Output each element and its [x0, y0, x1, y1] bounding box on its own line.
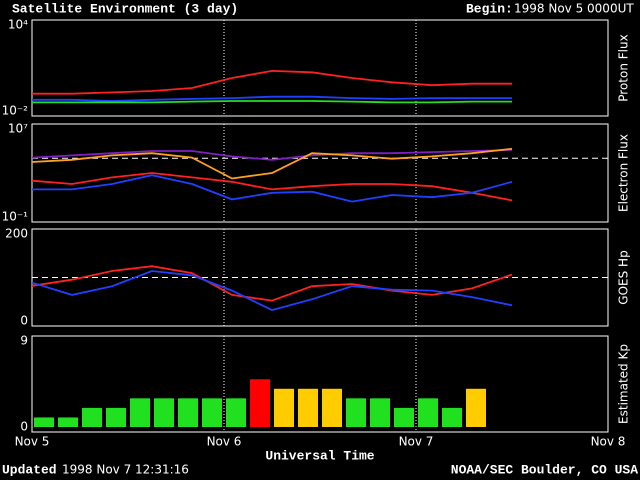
kp-bar [418, 398, 438, 427]
data-line [31, 172, 513, 202]
kp-bar [394, 407, 414, 427]
kp-bar [58, 417, 78, 427]
panel-frame [31, 19, 609, 117]
y-tick-label: 0 [20, 314, 28, 328]
kp-bar [250, 379, 270, 427]
x-tick-label: Nov 7 [399, 435, 434, 449]
updated-time: 1998 Nov 7 12:31:16 [62, 463, 189, 477]
kp-bar [226, 398, 246, 427]
kp-bar [82, 407, 102, 427]
data-line [31, 265, 513, 302]
begin-label: Begin: [466, 1, 513, 16]
begin-time: 1998 Nov 5 0000UT [514, 2, 634, 16]
footer: NOAA/SEC Boulder, CO USA [451, 462, 638, 477]
kp-bar [370, 398, 390, 427]
y-tick-label: 0 [20, 420, 28, 434]
y-axis-label: Proton Flux [617, 34, 631, 101]
data-line [32, 100, 512, 104]
kp-bar [298, 388, 318, 427]
data-line [31, 149, 513, 161]
y-axis-label: GOES Hp [617, 250, 631, 304]
data-line [32, 95, 512, 102]
kp-bar [202, 398, 222, 427]
y-tick-label: 10⁷ [8, 122, 28, 136]
kp-bar [34, 417, 54, 427]
kp-bar [322, 388, 342, 427]
y-axis-label: Electron Flux [617, 134, 631, 212]
y-tick-label: 10⁻¹ [2, 210, 29, 224]
chart-title: Satellite Environment (3 day) [12, 1, 238, 16]
kp-bar [442, 407, 462, 427]
data-line [31, 270, 513, 312]
y-tick-label: 9 [20, 334, 28, 348]
kp-bar [130, 398, 150, 427]
kp-bar [178, 398, 198, 427]
updated-label: Updated [2, 462, 57, 477]
y-tick-label: 10⁴ [8, 18, 28, 32]
y-tick-label: 10⁻² [2, 104, 29, 118]
data-line [32, 174, 513, 203]
data-line [31, 147, 513, 180]
y-axis-label: Estimated Kp [617, 344, 631, 424]
data-line [32, 69, 512, 95]
panel-frame [31, 123, 609, 223]
panel-frame [31, 228, 609, 327]
kp-bar [154, 398, 174, 427]
x-tick-label: Nov 8 [591, 435, 626, 449]
x-tick-label: Nov 6 [207, 435, 242, 449]
x-axis-label: Universal Time [265, 448, 374, 463]
kp-bar [466, 388, 486, 427]
x-tick-label: Nov 5 [15, 435, 50, 449]
kp-bar [274, 388, 294, 427]
kp-bar [346, 398, 366, 427]
panel-frame [31, 335, 609, 433]
kp-bar [106, 407, 126, 427]
y-tick-label: 200 [5, 227, 28, 241]
